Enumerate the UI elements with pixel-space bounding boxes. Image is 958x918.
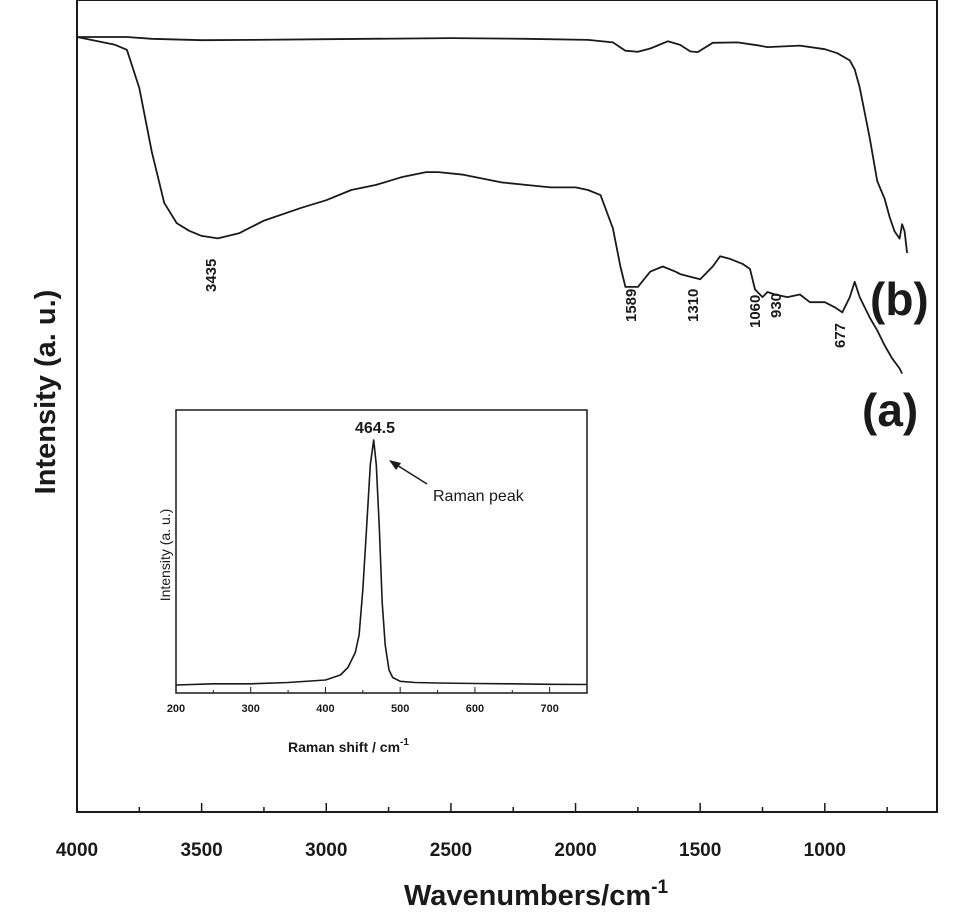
main-series-group [76, 36, 908, 374]
main-tick-label-3000: 3000 [305, 840, 347, 861]
peak-label-930: 930 [768, 293, 785, 318]
peak-label-3435: 3435 [203, 259, 220, 292]
inset-tick-label-200: 200 [167, 703, 185, 715]
main-tick-label-4000: 4000 [56, 840, 98, 861]
inset-tick-label-400: 400 [316, 703, 334, 715]
main-x-axis-title: Wavenumbers/cm-1 [404, 877, 668, 912]
main-plot-frame [76, 0, 938, 813]
inset-series-group [175, 439, 588, 686]
inset-plot-frame [175, 409, 588, 694]
inset-peak-label: 464.5 [355, 420, 395, 437]
main-tick-label-2000: 2000 [554, 840, 596, 861]
inset-x-axis-title-sup: -1 [400, 737, 409, 748]
inset-x-axis-title-text: Raman shift / cm [288, 739, 400, 755]
peak-label-677: 677 [832, 323, 849, 348]
inset-tick-label-300: 300 [242, 703, 260, 715]
peak-label-1060: 1060 [747, 295, 764, 328]
inset-tick-label-500: 500 [391, 703, 409, 715]
curve-label-a: (a) [862, 384, 918, 436]
main-tick-label-3500: 3500 [180, 840, 222, 861]
series-line-b [77, 36, 908, 254]
main-x-axis-title-sup: -1 [651, 877, 668, 898]
main-y-axis-title: Intensity (a. u.) [30, 290, 62, 495]
main-tick-label-2500: 2500 [430, 840, 472, 861]
inset-arrow-head [389, 460, 401, 470]
inset-x-ticks [175, 687, 588, 693]
main-tick-label-1000: 1000 [804, 840, 846, 861]
peak-label-1310: 1310 [685, 289, 702, 322]
inset-y-axis-title: Intensity (a. u.) [157, 509, 173, 602]
main-x-axis-title-text: Wavenumbers/cm [404, 880, 651, 912]
main-tick-label-1500: 1500 [679, 840, 721, 861]
curve-label-b: (b) [870, 273, 929, 325]
peak-label-1589: 1589 [623, 289, 640, 322]
inset-annotation: Raman peak [433, 488, 525, 505]
main-x-tick-labels: 4000 3500 3000 2500 2000 1500 1000 [56, 840, 846, 861]
series-line-a [76, 36, 903, 374]
raman-series-line [175, 439, 588, 686]
inset-x-tick-labels: 200 300 400 500 600 700 [167, 703, 559, 715]
inset-x-axis-title: Raman shift / cm-1 [288, 737, 409, 755]
main-x-ticks [76, 803, 888, 812]
inset-tick-label-700: 700 [540, 703, 558, 715]
inset-tick-label-600: 600 [466, 703, 484, 715]
